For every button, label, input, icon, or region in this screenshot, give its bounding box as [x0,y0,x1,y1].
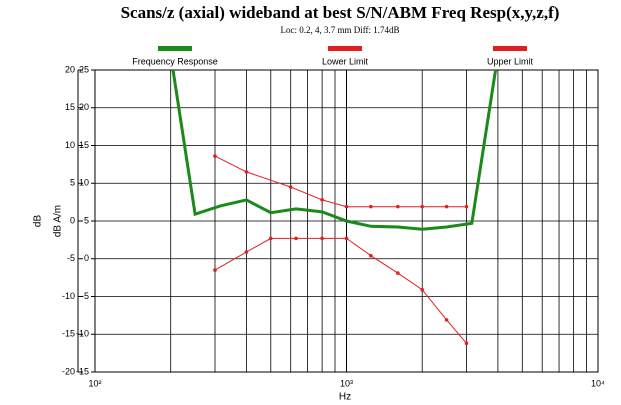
point [320,236,324,241]
x-tick-label: 10³ [340,378,353,388]
y-tick-label: 20 [65,64,75,74]
y-tick-label: -20 [62,366,75,376]
point [344,236,349,241]
legend-swatch [328,46,362,51]
point [344,204,349,209]
y2-axis-label: dB A/m [53,205,64,237]
y2-tick-label: 20 [79,102,89,112]
legend-label: Upper Limit [487,56,534,66]
point [396,204,400,209]
point [320,198,324,202]
chart-subtitle: Loc: 0.2, 4, 3.7 mm Diff: 1.74dB [280,25,399,35]
point [213,154,217,158]
legend-label: Lower Limit [322,56,369,66]
point [369,253,373,258]
series-line [214,155,467,208]
x-tick-label: 10² [88,378,101,388]
legend-swatch [158,46,192,51]
x-tick-label: 10⁴ [591,378,605,388]
point [244,170,249,174]
point [444,318,449,322]
x-axis-label: Hz [339,392,351,403]
point [396,271,400,275]
point [444,204,449,209]
y2-tick-label: 15 [79,140,89,150]
y-tick-label: -10 [62,291,75,301]
series-group [171,70,498,346]
legend-swatch [493,46,527,51]
y-tick-label: 10 [65,140,75,150]
point [213,268,217,272]
point [294,236,298,241]
y2-tick-label: -10 [76,329,89,339]
point [464,204,469,209]
y2-tick-label: -15 [76,366,89,376]
point [244,250,249,254]
point [288,185,293,189]
y-tick-label: 5 [70,178,75,188]
chart-title: Scans/z (axial) wideband at best S/N/ABM… [121,3,560,22]
legend-label: Frequency Response [132,56,218,66]
point [369,204,373,209]
y-tick-label: 15 [65,102,75,112]
y2-tick-label: 10 [79,178,89,188]
point [420,287,425,292]
point [420,204,425,209]
y2-tick-label: 25 [79,64,89,74]
y2-tick-label: 5 [84,215,89,225]
y-tick-label: -15 [62,329,75,339]
y2-tick-label: 0 [84,253,89,263]
series-line [171,70,498,231]
y-tick-label: 0 [70,215,75,225]
y-axis-label: dB [33,215,44,228]
point [268,236,273,241]
y-tick-label: -5 [67,253,75,263]
y2-tick-label: -5 [81,291,89,301]
point [464,341,469,346]
